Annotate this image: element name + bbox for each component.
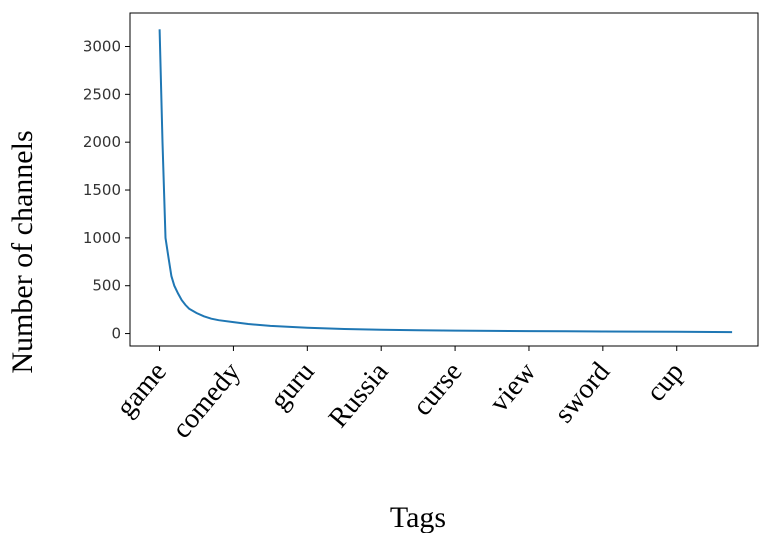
x-tick-label: guru [264,357,321,416]
y-tick-label: 2500 [83,85,121,103]
y-axis-ticks: 0 500 1000 1500 2000 2500 3000 [83,37,130,343]
y-tick-label: 0 [111,325,121,343]
y-tick-label: 500 [92,277,121,295]
y-axis-label: Number of channels [6,130,39,373]
x-tick-label: curse [407,357,469,422]
y-tick-label: 2000 [83,133,121,151]
x-tick-label: sword [548,357,616,429]
x-tick-label: Russia [323,356,395,434]
x-tick-label: game [110,357,173,423]
x-axis-label: Tags [390,501,446,533]
series-line [158,29,733,334]
x-tick-label: view [484,356,543,418]
x-tick-label: comedy [166,357,247,445]
plot-area [129,12,759,347]
y-tick-label: 1000 [83,229,121,247]
y-tick-label: 1500 [83,181,121,199]
x-tick-label: cup [640,357,690,408]
y-tick-label: 3000 [83,37,121,55]
